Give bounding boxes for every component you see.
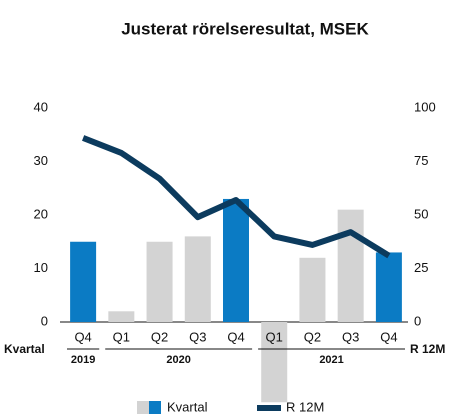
bar: [108, 311, 135, 322]
chart-title: Justerat rörelseresultat, MSEK: [121, 19, 369, 38]
legend-label: R 12M: [286, 399, 324, 414]
x-tick-label: Q3: [342, 329, 359, 344]
y2-tick-label: 25: [414, 260, 428, 275]
x-tick-label: Q4: [380, 329, 397, 344]
x-tick-label: Q2: [151, 329, 168, 344]
legend-swatch: [149, 401, 161, 414]
x-label-left: Kvartal: [4, 342, 45, 356]
y-tick-label: 10: [34, 260, 48, 275]
y2-tick-label: 50: [414, 206, 428, 221]
bar: [337, 209, 364, 322]
year-label: 2019: [71, 354, 95, 366]
legend-label: Kvartal: [167, 399, 208, 414]
y2-tick-label: 100: [414, 99, 436, 114]
bar: [375, 252, 402, 322]
year-label: 2020: [166, 354, 190, 366]
x-tick-label: Q1: [266, 329, 283, 344]
y-tick-label: 40: [34, 99, 48, 114]
x-tick-label: Q2: [304, 329, 321, 344]
y-tick-label: 20: [34, 206, 48, 221]
bar: [299, 257, 326, 322]
x-tick-label: Q1: [113, 329, 130, 344]
y-tick-label: 30: [34, 153, 48, 168]
year-label: 2021: [319, 354, 343, 366]
y2-tick-label: 75: [414, 153, 428, 168]
y2-tick-label: 0: [414, 313, 421, 328]
bar: [146, 241, 173, 322]
x-label-right: R 12M: [410, 342, 445, 356]
bar: [223, 198, 249, 322]
line: [82, 135, 391, 259]
x-tick-label: Q4: [74, 329, 91, 344]
bar: [261, 322, 288, 403]
legend-swatch: [137, 401, 149, 414]
x-tick-label: Q4: [227, 329, 244, 344]
y-tick-label: 0: [41, 313, 48, 328]
bar: [184, 236, 211, 322]
bar: [70, 241, 97, 322]
x-tick-label: Q3: [189, 329, 206, 344]
